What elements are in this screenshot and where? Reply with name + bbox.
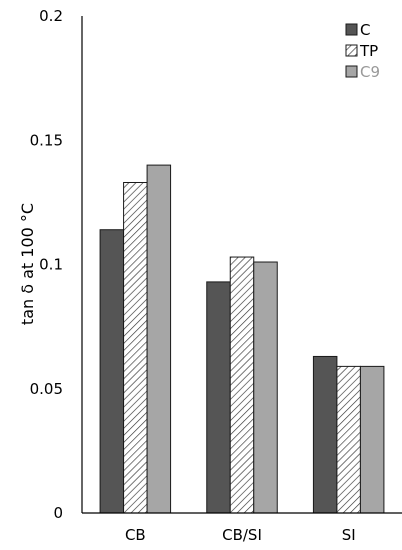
legend-swatch-tp	[345, 44, 358, 57]
bar-c9-cb	[146, 164, 172, 514]
x-tick-label: CB	[125, 526, 146, 544]
y-tick-label: 0	[53, 504, 63, 522]
bar-c-cb	[99, 229, 125, 514]
y-axis-title: tan δ at 100 °C	[18, 203, 37, 325]
legend-swatch-c	[345, 23, 358, 36]
bar-tp-si	[336, 365, 361, 514]
x-tick-label: SI	[342, 526, 356, 544]
x-tick-label: CB/SI	[222, 526, 262, 544]
y-axis-title-group: tan δ at 100 °C	[18, 203, 37, 325]
bar-c9-cb-si	[253, 261, 278, 514]
legend-swatch-c9	[345, 65, 358, 78]
bar-tp-cb	[123, 181, 148, 514]
x-tick-labels: CB CB/SI SI	[125, 526, 356, 544]
legend: C TP C9	[345, 21, 380, 81]
bar-tp-cb-si	[229, 256, 255, 514]
y-tick-label: 0.1	[39, 256, 63, 274]
legend-label-c9: C9	[360, 63, 380, 81]
bars	[99, 164, 385, 514]
axes	[81, 16, 402, 514]
bar-c9-si	[359, 365, 385, 514]
y-tick-label: 0.2	[39, 7, 63, 25]
bar-c-cb-si	[206, 281, 231, 514]
y-tick-label: 0.05	[30, 380, 63, 398]
y-tick-label: 0.15	[30, 131, 63, 149]
legend-label-c: C	[360, 21, 370, 39]
y-tick-labels: 0 0.05 0.1 0.15 0.2	[30, 7, 63, 522]
legend-label-tp: TP	[359, 42, 378, 60]
bar-c-si	[312, 355, 338, 514]
